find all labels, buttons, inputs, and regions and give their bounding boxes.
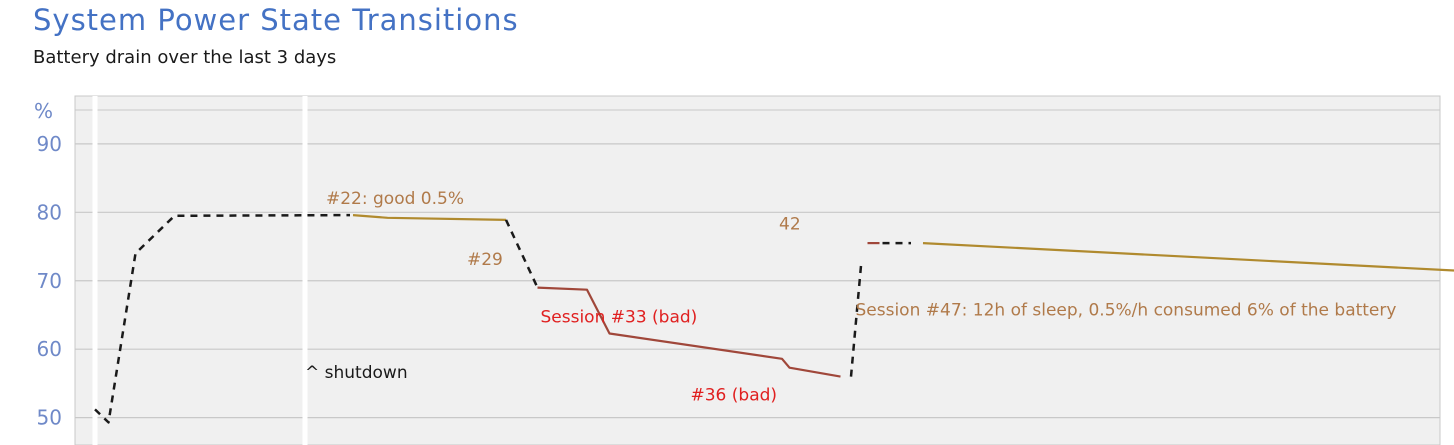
annotations: #22: good 0.5% #29 Session #33 (bad) ^ shut… <box>305 189 1396 405</box>
y-tick-60: 60 <box>37 337 62 361</box>
annotation-1: #29 <box>467 250 503 270</box>
y-tick-50: 50 <box>37 406 62 430</box>
y-tick-70: 70 <box>37 269 62 293</box>
chart-subtitle: Battery drain over the last 3 days <box>33 47 337 68</box>
series-segment-1 <box>352 214 507 221</box>
annotation-5: 42 <box>779 214 801 234</box>
marker-lines <box>92 96 308 445</box>
y-tick-80: 80 <box>37 200 62 224</box>
annotation-3: ^ shutdown <box>305 363 408 383</box>
series-segment-0 <box>94 213 351 424</box>
annotation-4: #36 (bad) <box>691 386 778 406</box>
series-segment-3 <box>537 286 841 378</box>
annotation-2: Session #33 (bad) <box>541 308 698 328</box>
annotation-6: Session #47: 12h of sleep, 0.5%/h consum… <box>856 301 1397 321</box>
series-lines <box>94 213 1454 424</box>
series-segment-4 <box>849 260 863 377</box>
chart-title: System Power State Transitions <box>33 3 519 37</box>
y-axis-ticks: % 50 60 70 80 90 <box>34 99 62 430</box>
y-tick-90: 90 <box>37 132 62 156</box>
y-axis-label: % <box>34 99 53 123</box>
series-segment-7 <box>922 242 1454 272</box>
annotation-0: #22: good 0.5% <box>326 189 464 209</box>
